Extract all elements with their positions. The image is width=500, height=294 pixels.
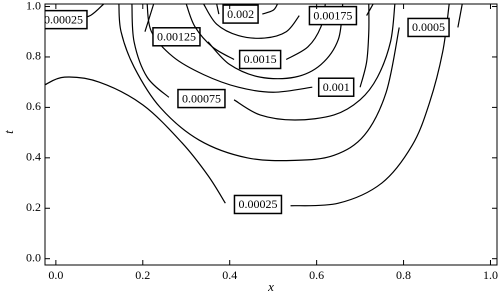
y-tick-label: 0.0 (26, 250, 41, 264)
y-tick-label: 0.2 (26, 200, 41, 214)
contour-label-box (238, 49, 282, 70)
x-tick-label: 0.2 (135, 268, 150, 282)
contour-label-box (152, 27, 201, 47)
contour-line (45, 4, 450, 207)
contour-label: 0.00075 (182, 91, 221, 105)
y-axis-title: t (1, 130, 16, 134)
x-axis-title: x (267, 279, 274, 294)
contour-label: 0.002 (227, 7, 254, 21)
contour-label-box (233, 194, 283, 215)
contour-line (144, 4, 344, 80)
contour-line (118, 4, 463, 162)
contour-line (203, 4, 374, 39)
contour-layer: 0.00025 0.00025 0.0005 0.00075 0.001 0.00125 0… (44, 4, 463, 215)
contour-label-box (317, 77, 355, 97)
contour-label: 0.00025 (44, 12, 83, 26)
contour-line (131, 4, 396, 121)
contour-label-box (45, 9, 88, 30)
contour-label-box (407, 17, 450, 38)
x-tick-label: 0.4 (222, 268, 237, 282)
contour-label: 0.001 (323, 80, 350, 94)
contour-line (216, 4, 279, 15)
y-tick-label: 0.6 (26, 99, 41, 113)
y-tick-label: 0.4 (26, 150, 41, 164)
x-tick-label: 0.6 (309, 268, 324, 282)
contour-label-box (308, 5, 358, 26)
contour-line (146, 4, 370, 93)
contour-label-box (177, 88, 226, 109)
contour-label: 0.00025 (238, 197, 277, 211)
y-tick-label: 0.8 (26, 49, 41, 63)
contour-label: 0.00175 (313, 8, 352, 22)
x-tick-label: 0.8 (396, 268, 411, 282)
x-tick-label: 0.0 (48, 268, 63, 282)
x-tick-label: 1.0 (483, 268, 498, 282)
contour-label-box (222, 4, 259, 24)
y-tick-label: 1.0 (26, 0, 41, 12)
contour-label: 0.00125 (157, 30, 196, 44)
contour-label: 0.0005 (412, 20, 445, 34)
contour-label: 0.0015 (244, 52, 277, 66)
plot-frame (44, 3, 498, 266)
